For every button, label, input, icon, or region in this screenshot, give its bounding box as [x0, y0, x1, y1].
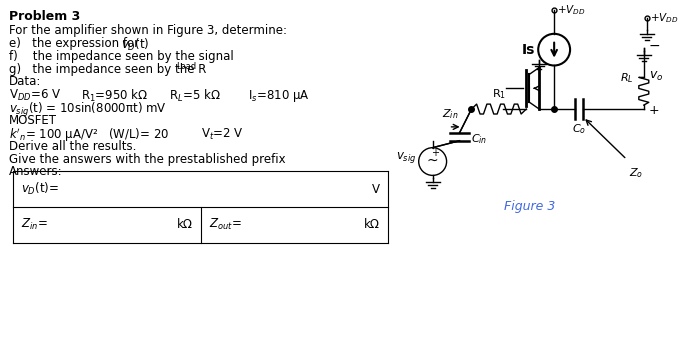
Text: V$_t$=2 V: V$_t$=2 V — [200, 127, 243, 142]
Text: e)   the expression for: e) the expression for — [10, 37, 143, 50]
Text: +: + — [649, 104, 659, 117]
Text: R$_L$=5 kΩ: R$_L$=5 kΩ — [169, 88, 220, 104]
Text: R$_1$: R$_1$ — [492, 87, 506, 101]
Text: g)   the impedance seen by the R: g) the impedance seen by the R — [10, 63, 207, 75]
Text: Problem 3: Problem 3 — [10, 10, 81, 23]
Text: I$_s$=810 μA: I$_s$=810 μA — [248, 88, 310, 104]
Text: $k'_n$= 100 μA/V²   (W/L)= 20: $k'_n$= 100 μA/V² (W/L)= 20 — [10, 127, 169, 145]
Text: $v_o$: $v_o$ — [649, 70, 663, 83]
Text: Derive all the results.: Derive all the results. — [10, 140, 137, 153]
Text: For the amplifier shown in Figure 3, determine:: For the amplifier shown in Figure 3, det… — [10, 24, 287, 37]
Text: kΩ: kΩ — [177, 218, 193, 231]
Text: $Z_{out}$=: $Z_{out}$= — [209, 218, 241, 232]
Text: f)    the impedance seen by the signal: f) the impedance seen by the signal — [10, 49, 234, 63]
Text: $+V_{DD}$: $+V_{DD}$ — [557, 3, 586, 17]
Text: V: V — [372, 183, 380, 196]
Text: MOSFET: MOSFET — [10, 114, 57, 127]
Text: $R_L$: $R_L$ — [621, 72, 634, 85]
Text: $v_D$(t)=: $v_D$(t)= — [21, 181, 59, 197]
Text: +: + — [430, 148, 439, 158]
Text: $C_o$: $C_o$ — [572, 122, 586, 136]
Text: $C_{in}$: $C_{in}$ — [471, 132, 488, 146]
Text: −: − — [649, 38, 661, 53]
Text: $Z_{in}$=: $Z_{in}$= — [21, 218, 48, 232]
Text: $Z_{in}$: $Z_{in}$ — [442, 107, 459, 121]
Text: $v_D$(t): $v_D$(t) — [121, 37, 149, 53]
Text: $Z_o$: $Z_o$ — [629, 167, 643, 180]
Text: Give the answers with the prestablished prefix: Give the answers with the prestablished … — [10, 153, 286, 166]
Text: Figure 3: Figure 3 — [504, 200, 555, 213]
Text: Data:: Data: — [10, 75, 41, 88]
Text: Load: Load — [176, 62, 196, 70]
Text: ~: ~ — [427, 153, 439, 168]
Text: kΩ: kΩ — [364, 218, 380, 231]
Text: $v_{sig}$(t) = 10sin(8000πt) mV: $v_{sig}$(t) = 10sin(8000πt) mV — [10, 101, 167, 119]
Text: $v_{sig}$: $v_{sig}$ — [396, 150, 417, 165]
Text: Answers:: Answers: — [10, 166, 63, 178]
Text: R$_1$=950 kΩ: R$_1$=950 kΩ — [81, 88, 149, 104]
Text: $+V_{DD}$: $+V_{DD}$ — [650, 11, 679, 25]
Text: V$_{DD}$=6 V: V$_{DD}$=6 V — [10, 88, 61, 103]
Text: Is: Is — [522, 43, 536, 57]
